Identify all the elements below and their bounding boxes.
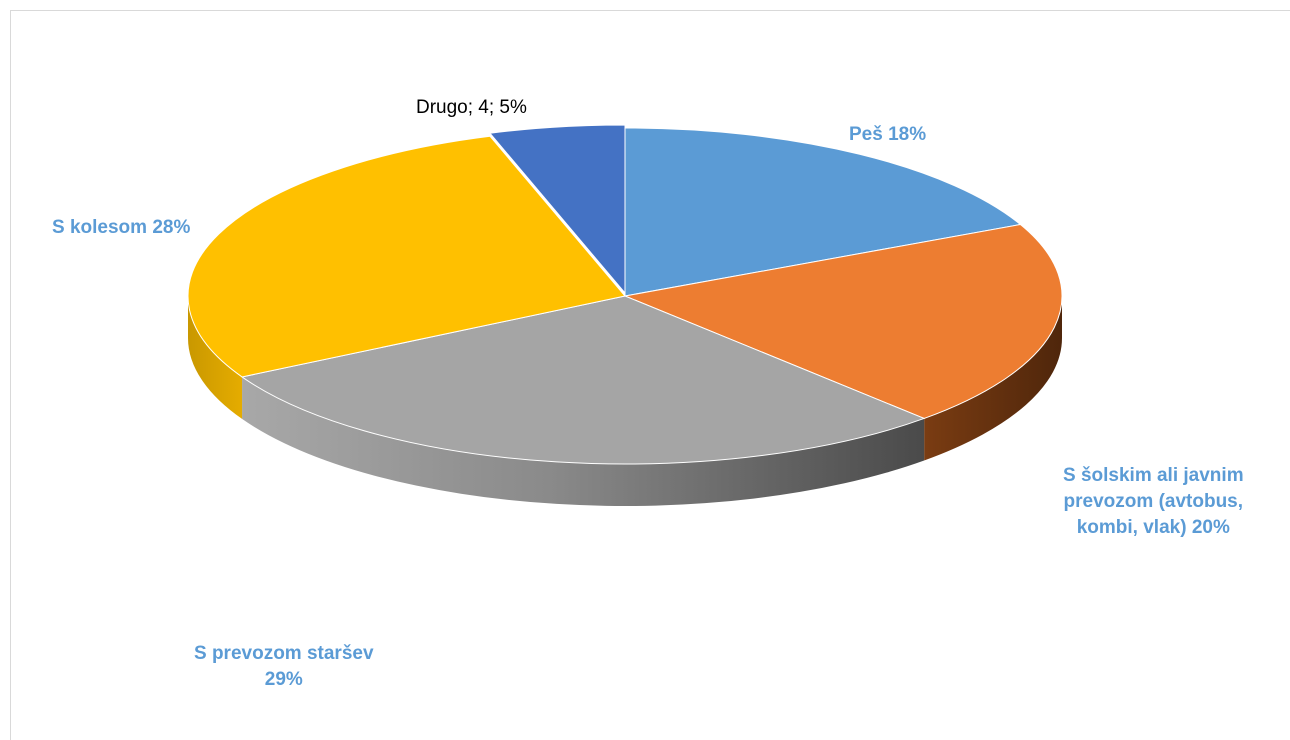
slice-solski-prevoz — [623, 223, 1063, 420]
slice-kolesom-side — [188, 296, 243, 419]
label-kolesom: S kolesom 28% — [52, 217, 191, 238]
label-pes: Peš 18% — [849, 124, 927, 145]
slice-kolesom — [187, 135, 626, 378]
label-prevoz-starsev: S prevozom staršev 29% — [194, 643, 374, 690]
label-drugo: Drugo; 4; 5% — [416, 97, 527, 118]
slice-prevoz-starsev — [240, 295, 926, 465]
label-solski-prevoz: S šolskim ali javnim prevozom (avtobus, … — [1063, 465, 1244, 538]
slice-solski-prevoz-side — [924, 296, 1062, 461]
slice-drugo — [488, 124, 626, 295]
slice-pes — [624, 127, 1022, 297]
slice-prevoz-starsev-side — [242, 376, 925, 506]
